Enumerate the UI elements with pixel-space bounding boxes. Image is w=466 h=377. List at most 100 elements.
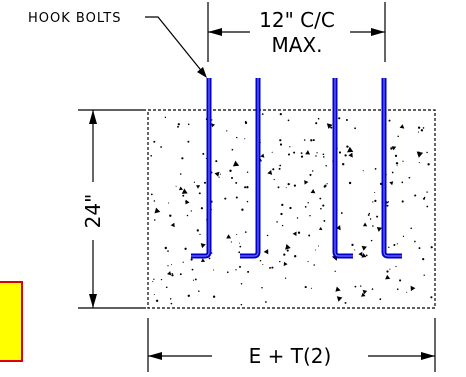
aggregate-speck <box>325 164 327 167</box>
aggregate-stone <box>348 152 353 158</box>
aggregate-speck <box>420 129 424 132</box>
aggregate-speck <box>426 191 428 193</box>
aggregate-speck <box>281 224 284 227</box>
aggregate-speck <box>376 215 379 218</box>
aggregate-speck <box>397 135 399 138</box>
aggregate-stone <box>385 274 391 280</box>
spacing-label: 12" C/C <box>259 8 335 32</box>
aggregate-speck <box>259 259 262 262</box>
aggregate-stone <box>336 225 341 231</box>
aggregate-stone <box>391 146 397 151</box>
aggregate-speck <box>244 138 246 140</box>
aggregate-speck <box>344 301 347 304</box>
concrete-footing <box>147 109 436 309</box>
hook-bolts <box>191 78 402 259</box>
aggregate-speck <box>338 117 341 120</box>
aggregate-speck <box>430 296 433 299</box>
aggregate-speck <box>273 178 275 181</box>
hook-bolt-highlight <box>334 78 353 257</box>
aggregate-speck <box>247 270 250 273</box>
aggregate-speck <box>199 233 201 236</box>
aggregate-speck <box>315 122 318 125</box>
aggregate-speck <box>312 170 314 172</box>
aggregate-stone <box>283 261 288 267</box>
aggregate-speck <box>235 181 238 184</box>
aggregate-speck <box>236 136 238 139</box>
aggregate-speck <box>287 182 290 186</box>
aggregate-speck <box>430 246 433 249</box>
aggregate-speck <box>219 173 221 175</box>
aggregate-speck <box>150 193 153 196</box>
aggregate-speck <box>244 231 247 233</box>
aggregate-speck <box>326 183 328 185</box>
aggregate-speck <box>386 204 389 207</box>
aggregate-speck <box>307 202 309 204</box>
aggregate-speck <box>230 241 232 243</box>
aggregate-speck <box>231 148 234 151</box>
aggregate-speck <box>426 151 428 154</box>
aggregate-speck <box>167 202 170 204</box>
aggregate-speck <box>266 234 269 237</box>
aggregate-speck <box>272 168 275 171</box>
aggregate-stone <box>170 222 175 228</box>
aggregate-stone <box>181 188 188 194</box>
aggregate-stone <box>305 150 311 155</box>
aggregate-speck <box>323 219 326 222</box>
aggregate-speck <box>348 181 352 185</box>
aggregate-speck <box>316 152 318 154</box>
aggregate-speck <box>317 117 320 120</box>
aggregate-stone <box>292 231 297 236</box>
aggregate-speck <box>153 293 155 296</box>
aggregate-speck <box>315 249 317 251</box>
hook-bolts-leader <box>145 16 205 75</box>
aggregate-speck <box>171 274 174 277</box>
aggregate-speck <box>303 139 306 141</box>
aggregate-speck <box>293 151 296 154</box>
aggregate-speck <box>246 186 249 189</box>
aggregate-speck <box>235 196 238 199</box>
aggregate-speck <box>422 197 426 200</box>
aggregate-speck <box>153 140 156 143</box>
aggregate-stone <box>304 180 309 185</box>
aggregate-speck <box>240 282 243 285</box>
aggregate-speck <box>372 225 374 227</box>
aggregate-speck <box>279 139 282 142</box>
aggregate-speck <box>310 139 313 142</box>
aggregate-speck <box>368 212 371 215</box>
width-label: E + T(2) <box>249 344 332 368</box>
aggregate-speck <box>277 186 280 189</box>
aggregate-stone <box>263 249 269 255</box>
aggregate-speck <box>354 249 356 251</box>
aggregate-speck <box>279 143 283 146</box>
aggregate-speck <box>387 201 389 203</box>
aggregate-speck <box>177 123 180 126</box>
aggregate-speck <box>187 294 190 297</box>
aggregate-stone <box>362 289 368 295</box>
aggregate-stone <box>361 245 367 251</box>
aggregate-speck <box>374 168 377 170</box>
aggregate-speck <box>422 127 425 129</box>
aggregate-speck <box>236 233 238 236</box>
aggregate-speck <box>310 287 313 289</box>
spacing-max-label: MAX. <box>272 33 323 57</box>
aggregate-speck <box>200 207 203 210</box>
aggregate-speck <box>297 231 301 234</box>
aggregate-speck <box>202 152 205 155</box>
aggregate-speck <box>391 171 394 174</box>
aggregate-speck <box>402 235 405 237</box>
aggregate-speck <box>280 212 283 216</box>
width-arrow-left <box>148 352 162 360</box>
aggregate-stone <box>416 151 424 158</box>
aggregate-speck <box>160 278 163 281</box>
aggregate-speck <box>238 251 241 254</box>
aggregate-speck <box>150 154 153 157</box>
aggregate-speck <box>360 285 362 287</box>
aggregate-speck <box>244 186 247 189</box>
aggregate-stone <box>358 251 363 257</box>
aggregate-speck <box>276 221 278 223</box>
aggregate-speck <box>342 163 345 166</box>
hook-bolts-label: HOOK BOLTS <box>28 11 121 26</box>
aggregate-speck <box>184 247 187 250</box>
aggregate-speck <box>367 214 370 216</box>
